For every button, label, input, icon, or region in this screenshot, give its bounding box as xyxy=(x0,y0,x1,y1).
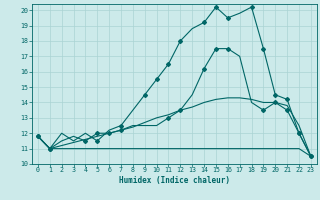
X-axis label: Humidex (Indice chaleur): Humidex (Indice chaleur) xyxy=(119,176,230,185)
